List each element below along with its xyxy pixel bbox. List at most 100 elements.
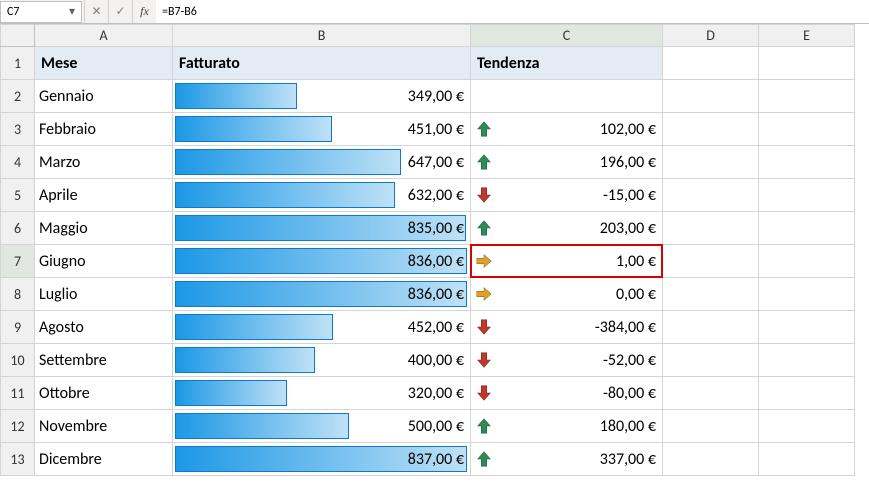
row-header[interactable]: 3 xyxy=(1,113,35,146)
cell[interactable] xyxy=(663,80,759,113)
cell-tendenza[interactable]: 1,00 € xyxy=(471,245,663,278)
column-header-e[interactable]: E xyxy=(759,25,855,47)
cell-mese[interactable]: Luglio xyxy=(35,278,173,311)
cell-fatturato[interactable]: 452,00 € xyxy=(173,311,471,344)
down-arrow-icon xyxy=(475,351,493,369)
cell[interactable] xyxy=(759,344,855,377)
cell-mese[interactable]: Settembre xyxy=(35,344,173,377)
spreadsheet-grid[interactable]: ABCDE 1MeseFatturatoTendenza 2Gennaio 349,0… xyxy=(0,24,869,476)
row-header[interactable]: 1 xyxy=(1,47,35,80)
cell[interactable] xyxy=(663,212,759,245)
cell-tendenza[interactable]: -80,00 € xyxy=(471,377,663,410)
cell[interactable] xyxy=(663,245,759,278)
cell[interactable] xyxy=(663,179,759,212)
select-all-corner[interactable] xyxy=(1,25,35,47)
cell[interactable] xyxy=(759,146,855,179)
cell-mese[interactable]: Ottobre xyxy=(35,377,173,410)
cell-mese[interactable]: Aprile xyxy=(35,179,173,212)
cell-mese[interactable]: Febbraio xyxy=(35,113,173,146)
name-box-value: C7 xyxy=(7,5,19,19)
cell[interactable] xyxy=(663,443,759,476)
tendenza-value: 1,00 € xyxy=(616,252,656,271)
cell-tendenza[interactable]: 0,00 € xyxy=(471,278,663,311)
column-header-d[interactable]: D xyxy=(663,25,759,47)
cell-tendenza[interactable]: 180,00 € xyxy=(471,410,663,443)
cell-fatturato[interactable]: 647,00 € xyxy=(173,146,471,179)
fatturato-value: 349,00 € xyxy=(408,87,464,106)
cell[interactable] xyxy=(759,113,855,146)
name-box[interactable]: C7 ▾ xyxy=(0,1,82,23)
row-header[interactable]: 4 xyxy=(1,146,35,179)
cell[interactable] xyxy=(663,278,759,311)
cell-fatturato[interactable]: 349,00 € xyxy=(173,80,471,113)
row-header[interactable]: 9 xyxy=(1,311,35,344)
data-bar xyxy=(175,182,395,208)
row-header[interactable]: 6 xyxy=(1,212,35,245)
cell-tendenza[interactable]: 102,00 € xyxy=(471,113,663,146)
cell-tendenza[interactable]: 203,00 € xyxy=(471,212,663,245)
cell-fatturato[interactable]: 836,00 € xyxy=(173,245,471,278)
formula-input[interactable]: =B7-B6 xyxy=(156,0,869,23)
row-header[interactable]: 10 xyxy=(1,344,35,377)
cell-fatturato[interactable]: 400,00 € xyxy=(173,344,471,377)
row-header[interactable]: 2 xyxy=(1,80,35,113)
column-header-a[interactable]: A xyxy=(35,25,173,47)
cell[interactable] xyxy=(663,47,759,80)
cell-tendenza[interactable]: 337,00 € xyxy=(471,443,663,476)
cell-fatturato[interactable]: 836,00 € xyxy=(173,278,471,311)
cell-mese[interactable]: Giugno xyxy=(35,245,173,278)
data-bar xyxy=(175,314,333,340)
header-mese[interactable]: Mese xyxy=(35,47,173,80)
row-header[interactable]: 5 xyxy=(1,179,35,212)
cell-mese[interactable]: Maggio xyxy=(35,212,173,245)
cell[interactable] xyxy=(663,410,759,443)
row-header[interactable]: 11 xyxy=(1,377,35,410)
cell[interactable] xyxy=(759,80,855,113)
cell-fatturato[interactable]: 835,00 € xyxy=(173,212,471,245)
cell[interactable] xyxy=(663,113,759,146)
row-header[interactable]: 13 xyxy=(1,443,35,476)
data-bar xyxy=(175,347,315,373)
cell-fatturato[interactable]: 451,00 € xyxy=(173,113,471,146)
cell-tendenza[interactable] xyxy=(471,80,663,113)
cell[interactable] xyxy=(759,311,855,344)
cell[interactable] xyxy=(759,278,855,311)
cell-mese[interactable]: Agosto xyxy=(35,311,173,344)
up-arrow-icon xyxy=(475,219,493,237)
cell-mese[interactable]: Marzo xyxy=(35,146,173,179)
cell[interactable] xyxy=(663,344,759,377)
header-fatturato[interactable]: Fatturato xyxy=(173,47,471,80)
cell[interactable] xyxy=(759,47,855,80)
column-header-c[interactable]: C xyxy=(471,25,663,47)
cell-mese[interactable]: Novembre xyxy=(35,410,173,443)
cell-fatturato[interactable]: 837,00 € xyxy=(173,443,471,476)
cell[interactable] xyxy=(663,311,759,344)
cell[interactable] xyxy=(759,410,855,443)
cell-fatturato[interactable]: 500,00 € xyxy=(173,410,471,443)
cell-mese[interactable]: Dicembre xyxy=(35,443,173,476)
cell-tendenza[interactable]: 196,00 € xyxy=(471,146,663,179)
cell[interactable] xyxy=(759,377,855,410)
cell[interactable] xyxy=(663,146,759,179)
cell[interactable] xyxy=(759,212,855,245)
cancel-icon[interactable]: ✕ xyxy=(84,0,108,23)
cell[interactable] xyxy=(759,245,855,278)
header-tendenza[interactable]: Tendenza xyxy=(471,47,663,80)
cell-mese[interactable]: Gennaio xyxy=(35,80,173,113)
cell-fatturato[interactable]: 632,00 € xyxy=(173,179,471,212)
column-header-b[interactable]: B xyxy=(173,25,471,47)
confirm-icon[interactable]: ✓ xyxy=(108,0,132,23)
cell[interactable] xyxy=(663,377,759,410)
cell[interactable] xyxy=(759,443,855,476)
fatturato-value: 647,00 € xyxy=(408,153,464,172)
cell-tendenza[interactable]: -52,00 € xyxy=(471,344,663,377)
cell-fatturato[interactable]: 320,00 € xyxy=(173,377,471,410)
cell-tendenza[interactable]: -384,00 € xyxy=(471,311,663,344)
name-box-dropdown-icon[interactable]: ▾ xyxy=(65,3,79,21)
row-header[interactable]: 7 xyxy=(1,245,35,278)
row-header[interactable]: 8 xyxy=(1,278,35,311)
fx-icon[interactable]: fx xyxy=(132,0,156,23)
cell[interactable] xyxy=(759,179,855,212)
cell-tendenza[interactable]: -15,00 € xyxy=(471,179,663,212)
row-header[interactable]: 12 xyxy=(1,410,35,443)
